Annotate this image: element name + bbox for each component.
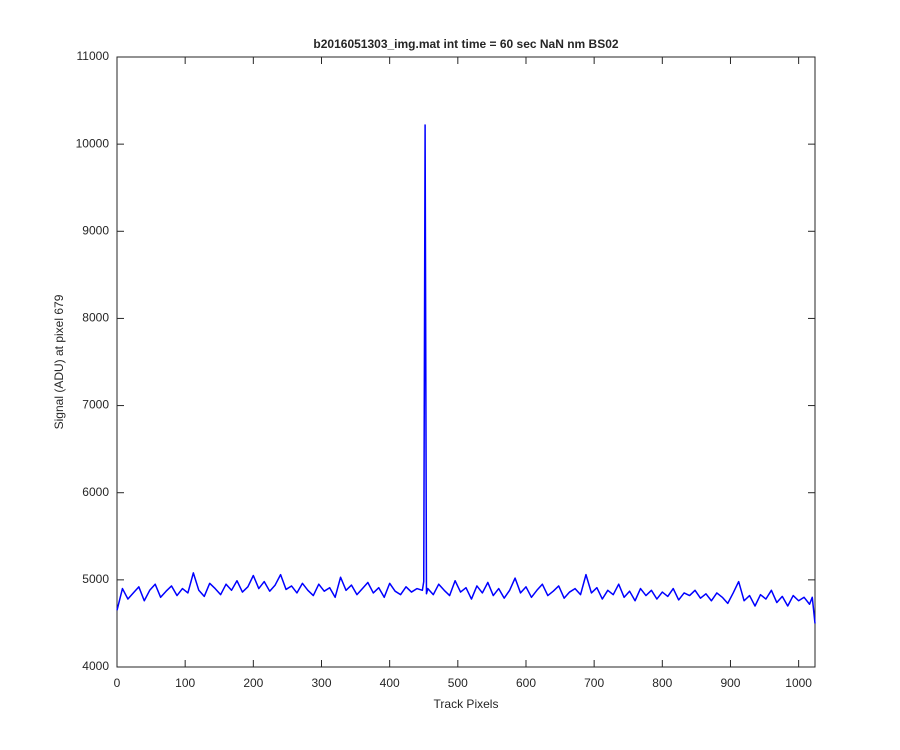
y-tick-label: 4000 — [82, 659, 109, 673]
x-axis-label: Track Pixels — [434, 697, 499, 711]
y-tick-label: 11000 — [77, 49, 110, 63]
x-tick-label: 200 — [243, 676, 263, 690]
x-tick-label: 700 — [584, 676, 604, 690]
plot-frame — [116, 56, 816, 668]
chart-title: b2016051303_img.mat int time = 60 sec Na… — [313, 37, 618, 51]
y-tick-label: 8000 — [82, 311, 109, 325]
y-tick-label: 9000 — [82, 223, 109, 237]
x-tick-label: 500 — [448, 676, 468, 690]
x-tick-label: 800 — [652, 676, 672, 690]
x-tick-label: 300 — [311, 676, 331, 690]
y-tick-label: 5000 — [82, 572, 109, 586]
x-tick-label: 1000 — [785, 676, 812, 690]
x-tick-label: 900 — [720, 676, 740, 690]
y-tick-label: 6000 — [82, 485, 109, 499]
x-tick-label: 400 — [380, 676, 400, 690]
x-tick-label: 0 — [114, 676, 121, 690]
y-tick-label: 7000 — [82, 398, 109, 412]
x-tick-label: 100 — [175, 676, 195, 690]
x-tick-label: 600 — [516, 676, 536, 690]
y-tick-label: 10000 — [76, 136, 110, 150]
data-line — [116, 124, 816, 624]
y-axis-label: Signal (ADU) at pixel 679 — [52, 294, 66, 429]
